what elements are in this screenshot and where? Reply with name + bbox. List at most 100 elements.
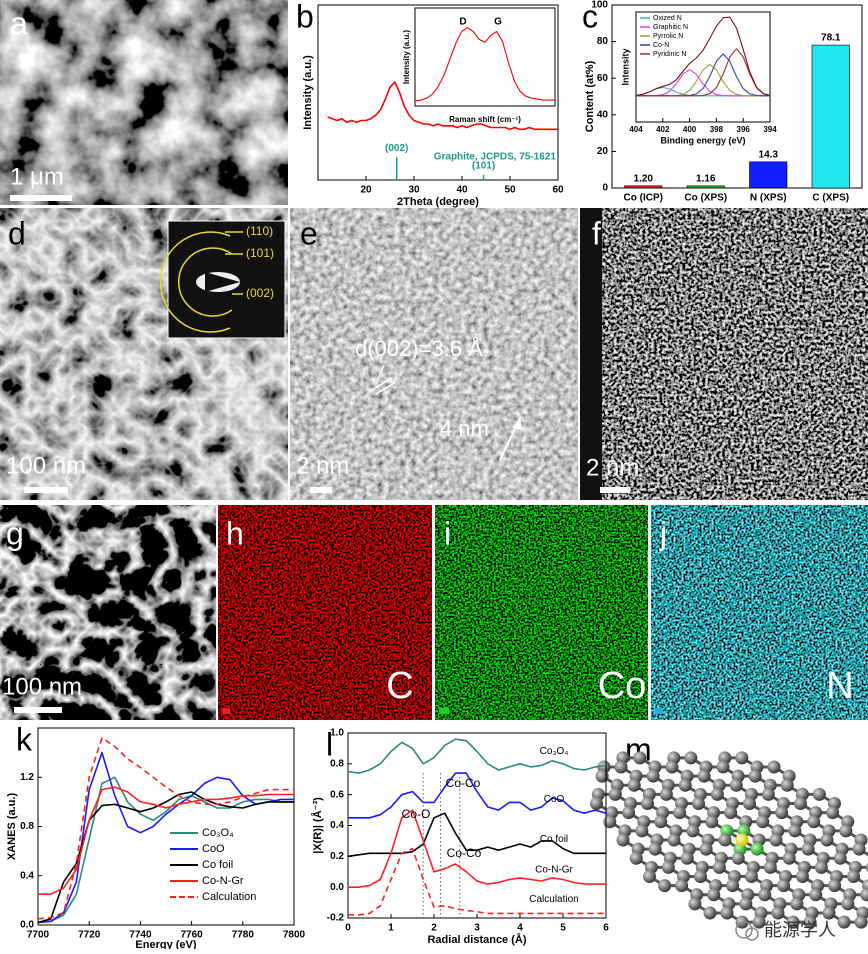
carbon-atom [855,916,868,929]
carbon-atom [716,760,729,773]
carbon-atom [745,870,758,883]
panel-label: f [592,215,601,251]
panel-label: e [300,215,318,251]
carbon-atom [649,843,662,856]
carbon-atom [654,815,667,828]
carbon-atom [775,806,788,819]
carbon-atom [596,770,609,783]
element-label: C [386,665,413,707]
carbon-atom [668,834,681,847]
carbon-atom [622,806,635,819]
bar [687,186,725,188]
saed-label: (002) [246,286,274,300]
carbon-atom [673,806,686,819]
y-axis-label: |X(R)| (Å⁻³) [311,797,324,854]
legend-label: Co-N [653,42,669,49]
x-tick-label: 1 [388,923,394,934]
y-tick-label: 80 [597,36,609,47]
carbon-atom [794,797,807,810]
carbon-atom [603,815,616,828]
x-tick-label: 400 [683,125,697,134]
x-tick-label: 402 [656,125,670,134]
carbon-atom [813,788,826,801]
y-axis-label: Intensity (a.u.) [302,55,314,130]
saed-inset: (110) (101) (002) [160,221,285,338]
carbon-atom [688,897,701,910]
bar [750,162,788,188]
carbon-atom [796,870,809,883]
panel-label: i [444,515,451,551]
panel-label: a [10,5,28,41]
x-tick-label: 7720 [78,930,101,941]
carbon-atom [767,760,780,773]
carbon-atom [628,779,641,792]
carbon-atom [758,888,771,901]
carbon-atom [705,815,718,828]
legend-label: CoO [202,843,225,855]
x-tick-label: 7700 [27,930,50,941]
x-tick-label: 30 [408,185,420,196]
panel-label: c [582,0,598,34]
carbon-atom [711,788,724,801]
x-tick-label: N (XPS) [750,193,787,204]
carbon-atom [609,788,622,801]
carbon-atom [732,852,745,865]
y-tick-label: 0.2 [330,851,344,862]
y-axis-label: Intensity (a.u.) [402,30,411,85]
scale-bar-label: 1 μm [10,163,64,190]
carbon-atom [730,779,743,792]
carbon-atom [694,870,707,883]
carbon-atom [713,861,726,874]
y-tick-label: 0.8 [20,821,34,832]
y-tick-label: 0 [602,183,608,194]
legend-label: Calculation [202,891,256,903]
panel-label: l [326,726,333,762]
x-tick-label: 0 [345,923,351,934]
carbon-atom [739,897,752,910]
scale-bar-label: 100 nm [6,452,86,479]
scale-bar-label: 2 nm [586,454,639,481]
x-tick-label: 60 [552,185,564,196]
carbon-atom [781,779,794,792]
carbon-atom [675,879,688,892]
x-axis-label: Raman shift (cm⁻¹) [449,115,521,124]
carbon-atom [662,861,675,874]
y-tick-label: 0.4 [330,820,344,831]
carbon-atom [762,788,775,801]
carbon-atom [633,751,646,764]
carbon-atom [614,760,627,773]
reference-label: (002) [385,143,408,154]
bond-annotation: Co-Co [447,846,482,860]
y-tick-label: -0.2 [327,913,345,924]
x-tick-label: 20 [360,185,372,196]
panel-label: g [6,515,24,551]
x-tick-label: 394 [763,125,777,134]
y-tick-label: 20 [597,146,609,157]
carbon-atom [847,870,860,883]
carbon-atom [721,907,734,920]
carbon-atom [823,907,836,920]
carbon-atom [743,797,756,810]
bar [625,186,663,188]
x-tick-label: 40 [456,185,468,196]
x-tick-label: Co (ICP) [624,193,663,204]
carbon-atom [853,843,866,856]
carbon-atom [772,907,785,920]
carbon-atom [698,770,711,783]
y-tick-label: 0.0 [20,920,34,931]
carbon-atom [617,834,630,847]
carbon-atom [839,824,852,837]
element-label: Co [598,665,647,707]
carbon-atom [635,824,648,837]
graphene-model [590,751,868,928]
carbon-atom [838,916,851,929]
watermark-text: 能源学人 [764,920,836,940]
nitrogen-atom [751,843,764,856]
carbon-atom [681,852,694,865]
carbon-atom [707,888,720,901]
carbon-atom [692,797,705,810]
legend-label: Co-N-Gr [202,875,244,887]
carbon-atom [660,788,673,801]
